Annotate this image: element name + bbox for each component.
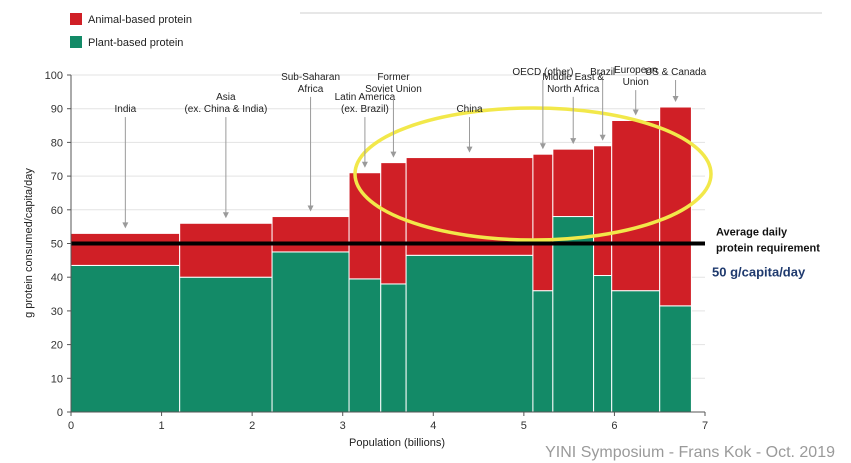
- highlight-layer: [353, 106, 713, 242]
- plant-bar: [405, 254, 534, 413]
- region-arrowhead: [570, 138, 577, 145]
- y-tick-label: 100: [45, 70, 63, 82]
- animal-bar: [179, 222, 273, 278]
- animal-bar: [348, 172, 382, 280]
- y-tick-label: 10: [51, 373, 63, 385]
- region-label: OECD (other): [512, 67, 573, 78]
- legend-label: Plant-based protein: [88, 37, 183, 49]
- x-tick-label: 1: [159, 420, 165, 432]
- plant-bar: [380, 283, 407, 413]
- y-tick-label: 90: [51, 104, 63, 116]
- plant-bar: [659, 305, 692, 413]
- region-label: Soviet Union: [365, 84, 422, 95]
- region-label: (ex. China & India): [184, 104, 267, 115]
- highlight-ellipse: [353, 106, 713, 242]
- reference-label-line-2: protein requirement: [716, 243, 820, 255]
- x-axis-title: Population (billions): [349, 437, 445, 449]
- plant-bar: [552, 216, 595, 413]
- region-label: European: [614, 65, 657, 76]
- reference-value-label: 50 g/capita/day: [712, 265, 806, 280]
- region-label: India: [114, 104, 136, 115]
- x-tick-label: 2: [249, 420, 255, 432]
- x-tick-label: 0: [68, 420, 74, 432]
- x-tick-label: 3: [340, 420, 346, 432]
- plant-bar: [593, 275, 613, 413]
- region-label: Brazil: [590, 67, 615, 78]
- animal-bar: [70, 232, 181, 266]
- y-tick-label: 50: [51, 239, 63, 251]
- x-tick-label: 4: [430, 420, 436, 432]
- region-label: US & Canada: [645, 67, 707, 78]
- y-tick-label: 60: [51, 205, 63, 217]
- bars-group: [70, 106, 692, 413]
- x-tick-label: 5: [521, 420, 527, 432]
- plant-bar: [70, 264, 181, 413]
- region-label: Asia: [216, 92, 236, 103]
- animal-bar: [593, 145, 613, 277]
- legend: Animal-based protein Plant-based protein: [70, 13, 192, 49]
- region-arrowhead: [222, 212, 229, 219]
- plant-bar: [611, 290, 661, 413]
- region-label: North Africa: [547, 84, 600, 95]
- plant-bar: [532, 290, 554, 413]
- region-arrowhead: [361, 161, 368, 168]
- region-arrowhead: [307, 205, 314, 212]
- region-label: Sub-Saharan: [281, 72, 340, 83]
- region-label: Latin America: [335, 92, 396, 103]
- region-arrowhead: [390, 151, 397, 158]
- y-tick-label: 20: [51, 340, 63, 352]
- y-tick-label: 40: [51, 272, 63, 284]
- plant-bar: [348, 278, 382, 413]
- y-tick-label: 80: [51, 137, 63, 149]
- plant-bar: [179, 276, 273, 413]
- region-arrowhead: [632, 109, 639, 116]
- footer-credit: YINI Symposium - Frans Kok - Oct. 2019: [545, 444, 835, 461]
- animal-bar: [380, 162, 407, 285]
- legend-label: Animal-based protein: [88, 14, 192, 26]
- region-arrowhead: [122, 222, 129, 229]
- region-label: (ex. Brazil): [341, 104, 389, 115]
- x-tick-label: 7: [702, 420, 708, 432]
- y-tick-label: 30: [51, 306, 63, 318]
- reference-line-group: Average daily protein requirement 50 g/cap…: [71, 227, 820, 280]
- region-arrowhead: [599, 134, 606, 141]
- animal-bar: [532, 153, 554, 292]
- legend-swatch: [70, 13, 82, 25]
- region-label: Africa: [298, 84, 324, 95]
- region-arrowhead: [672, 96, 679, 103]
- y-tick-label: 70: [51, 171, 63, 183]
- y-axis-title: g protein consumed/capita/day: [23, 168, 35, 318]
- region-label: Former: [377, 72, 410, 83]
- plant-bar: [271, 251, 350, 413]
- y-tick-label: 0: [57, 407, 63, 419]
- axes-group: 0 10 20 30 40 50 60 70 80 90 100 0 1 2 3 4 5 6 7: [45, 70, 708, 432]
- region-label: China: [456, 104, 483, 115]
- x-tick-label: 6: [611, 420, 617, 432]
- animal-bar: [552, 148, 595, 218]
- region-annotations: India Asia(ex. China & India) Sub-SaharanA…: [114, 65, 707, 229]
- legend-swatch: [70, 36, 82, 48]
- region-arrowhead: [466, 146, 473, 153]
- region-label: Middle East &: [542, 72, 604, 83]
- animal-bar: [271, 216, 350, 253]
- region-arrowhead: [539, 143, 546, 150]
- animal-bar: [611, 119, 661, 292]
- region-label: Union: [623, 77, 649, 88]
- reference-label-line-1: Average daily: [716, 227, 788, 239]
